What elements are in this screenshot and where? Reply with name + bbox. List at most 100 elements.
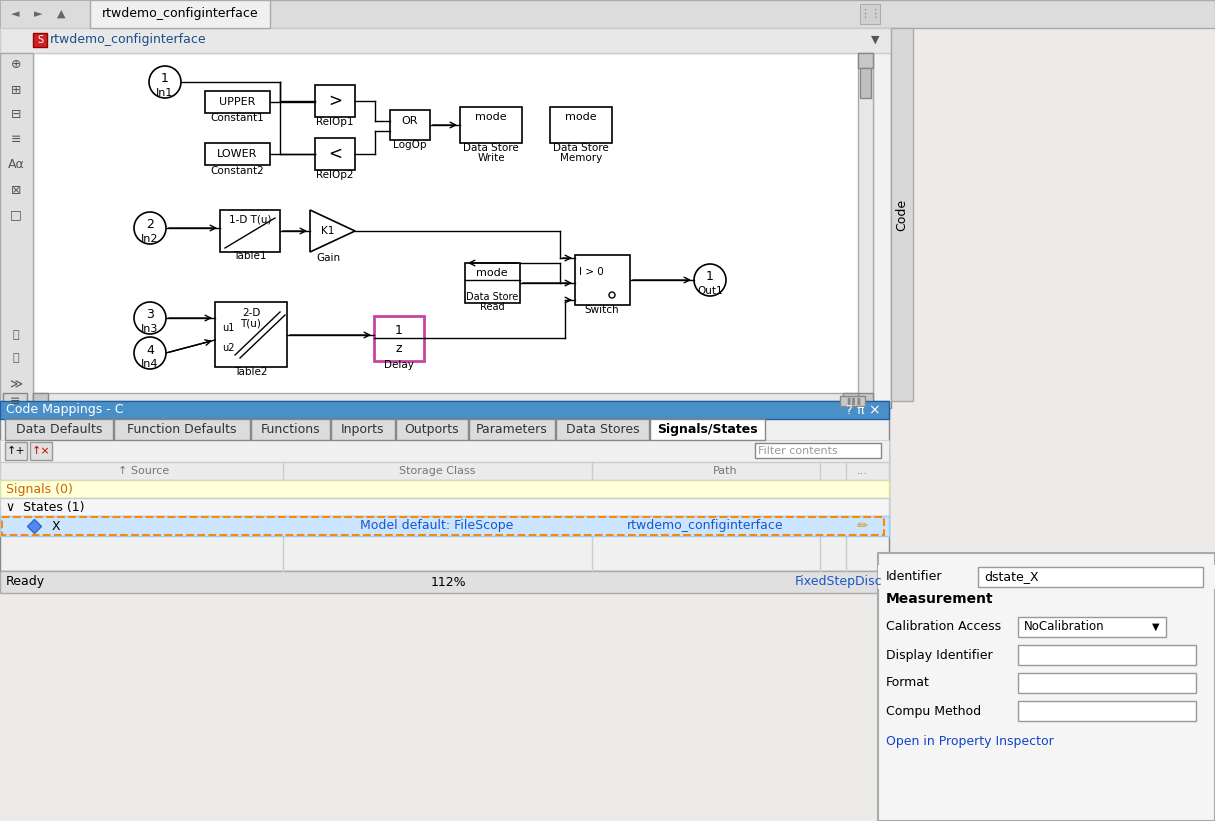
Text: ?: ? — [844, 403, 852, 416]
Bar — [650, 419, 764, 440]
Bar — [858, 53, 874, 68]
Circle shape — [134, 337, 166, 369]
Bar — [1018, 617, 1166, 637]
Text: 1: 1 — [162, 72, 169, 85]
Text: Data Stores: Data Stores — [566, 423, 639, 436]
Text: 2-D: 2-D — [242, 308, 260, 318]
Bar — [858, 53, 874, 408]
Text: I > 0: I > 0 — [578, 267, 604, 277]
Text: rtwdemo_configinterface: rtwdemo_configinterface — [627, 520, 784, 533]
Text: OR: OR — [402, 116, 418, 126]
Bar — [205, 91, 270, 113]
Bar — [0, 0, 90, 28]
Bar — [1018, 673, 1196, 693]
Polygon shape — [310, 210, 355, 252]
Text: Open in Property Inspector: Open in Property Inspector — [886, 735, 1053, 747]
Circle shape — [134, 302, 166, 334]
Text: Data Store: Data Store — [553, 143, 609, 153]
Text: Data Store: Data Store — [463, 143, 519, 153]
Text: 1: 1 — [706, 270, 714, 283]
Bar — [878, 565, 1215, 589]
Text: ∨  States (1): ∨ States (1) — [6, 501, 85, 513]
Text: Compu Method: Compu Method — [886, 704, 982, 718]
Text: dstate_X: dstate_X — [984, 571, 1039, 584]
Text: ≡: ≡ — [10, 396, 21, 409]
Bar — [33, 33, 47, 47]
Text: Write: Write — [477, 153, 504, 163]
Text: Ready: Ready — [6, 576, 45, 589]
Bar — [550, 107, 612, 143]
Bar — [0, 516, 889, 536]
Text: T(u): T(u) — [241, 318, 261, 328]
Circle shape — [609, 292, 615, 298]
Text: ≡: ≡ — [11, 134, 21, 146]
Text: Constant1: Constant1 — [210, 113, 264, 123]
Text: Out1: Out1 — [697, 286, 723, 296]
Bar — [860, 68, 871, 98]
Bar — [1018, 701, 1196, 721]
Bar — [205, 143, 270, 165]
Text: Identifier: Identifier — [886, 571, 943, 584]
Text: In2: In2 — [141, 234, 159, 244]
Text: RelOp2: RelOp2 — [316, 170, 354, 180]
Text: Filter contents: Filter contents — [758, 446, 838, 456]
Bar — [2, 517, 885, 535]
Text: Table2: Table2 — [234, 367, 267, 377]
Text: z: z — [396, 342, 402, 355]
Text: Code: Code — [895, 199, 909, 231]
Text: In1: In1 — [157, 88, 174, 98]
Text: Display Identifier: Display Identifier — [886, 649, 993, 662]
Bar — [469, 419, 555, 440]
Bar — [90, 0, 270, 28]
Circle shape — [694, 264, 727, 296]
Text: In4: In4 — [141, 359, 159, 369]
Text: ▼: ▼ — [1152, 622, 1160, 632]
Text: K1: K1 — [321, 226, 334, 236]
Bar — [33, 393, 858, 408]
Text: ⊟: ⊟ — [11, 108, 21, 122]
Bar — [0, 0, 1215, 28]
Text: Table1: Table1 — [233, 251, 267, 261]
Text: Inports: Inports — [341, 423, 385, 436]
Bar — [878, 553, 1215, 593]
Text: 📷: 📷 — [12, 330, 19, 340]
Text: Memory: Memory — [560, 153, 603, 163]
Text: 4: 4 — [146, 343, 154, 356]
Text: Data Store: Data Store — [465, 292, 518, 302]
Text: ⊞: ⊞ — [11, 84, 21, 97]
Text: ↑+: ↑+ — [6, 446, 26, 456]
Text: mode: mode — [475, 112, 507, 122]
Bar — [0, 498, 889, 516]
Bar — [891, 28, 912, 401]
Bar — [215, 302, 287, 367]
Text: Outports: Outports — [405, 423, 459, 436]
Text: S: S — [36, 35, 43, 45]
Bar — [0, 28, 891, 408]
Text: FixedStepDisc: FixedStepDisc — [795, 576, 882, 589]
Bar — [330, 419, 395, 440]
Bar — [5, 419, 113, 440]
Text: LOWER: LOWER — [216, 149, 258, 159]
Text: ▐▐▐: ▐▐▐ — [844, 397, 860, 405]
Bar — [33, 53, 874, 408]
Bar — [0, 401, 889, 571]
Text: 2: 2 — [146, 218, 154, 232]
Text: ◄: ◄ — [11, 9, 19, 19]
Text: 📋: 📋 — [12, 353, 19, 363]
Text: ▼: ▼ — [871, 35, 880, 45]
Bar — [755, 443, 881, 458]
Text: ×: × — [869, 403, 880, 417]
Bar — [220, 210, 279, 252]
Text: LogOp: LogOp — [394, 140, 426, 150]
Text: Constant2: Constant2 — [210, 166, 264, 176]
Text: mode: mode — [565, 112, 597, 122]
Bar — [843, 393, 858, 408]
Text: π: π — [857, 403, 864, 416]
Text: u2: u2 — [222, 343, 234, 353]
Text: 1-D T(u): 1-D T(u) — [228, 215, 271, 225]
Bar — [0, 28, 891, 53]
Text: Aα: Aα — [7, 158, 24, 172]
Text: NoCalibration: NoCalibration — [1024, 621, 1104, 634]
Bar — [878, 553, 1215, 821]
Text: Model default: FileScope: Model default: FileScope — [361, 520, 514, 533]
